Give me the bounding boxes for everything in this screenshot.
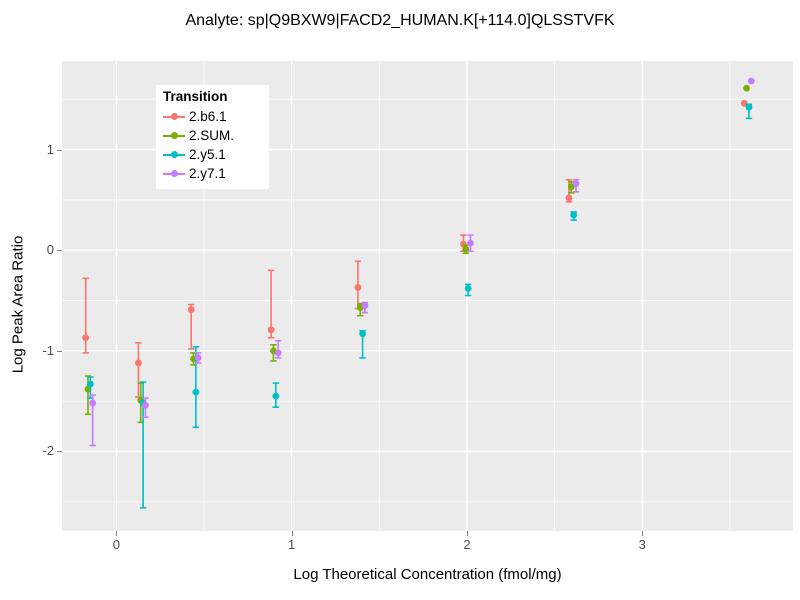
y-tick-mark — [57, 250, 62, 252]
data-point — [354, 284, 362, 291]
y-tick-mark — [57, 451, 62, 453]
x-axis-title: Log Theoretical Concentration (fmol/mg) — [293, 566, 562, 583]
x-tick-mark — [642, 531, 644, 536]
data-point — [194, 354, 202, 362]
legend-title: Transition — [163, 89, 228, 104]
x-tick-mark — [466, 531, 468, 536]
y-tick-label: 0 — [46, 242, 54, 258]
legend-item: 2.y7.1 — [163, 164, 263, 183]
x-tick-label: 2 — [463, 537, 471, 552]
data-point — [192, 388, 200, 396]
legend-item: 2.y5.1 — [163, 145, 263, 164]
x-tick-mark — [291, 531, 293, 536]
y-tick-label: -1 — [42, 342, 54, 358]
y-tick-label: 1 — [46, 141, 54, 157]
data-point — [142, 401, 149, 409]
legend-key-icon — [163, 129, 185, 143]
plot-area — [62, 61, 793, 531]
data-point — [464, 285, 472, 292]
legend-key-icon — [163, 167, 185, 181]
legend-label: 2.y7.1 — [189, 166, 226, 181]
y-tick-mark — [57, 149, 62, 151]
legend-items: 2.b6.1 2.SUM. 2.y5.1 2.y7.1 — [163, 107, 263, 183]
data-point — [745, 103, 753, 111]
legend-key-icon — [163, 148, 185, 162]
chart-title: Analyte: sp|Q9BXW9|FACD2_HUMAN.K[+114.0]… — [185, 12, 615, 29]
x-tick-label: 3 — [638, 537, 646, 552]
data-point — [467, 239, 474, 247]
data-point — [359, 330, 367, 338]
x-tick-mark — [116, 531, 118, 536]
x-tick-label: 1 — [288, 537, 296, 552]
data-point — [267, 326, 275, 334]
data-point — [89, 399, 97, 407]
legend-item: 2.b6.1 — [163, 107, 263, 126]
legend-key-icon — [163, 110, 185, 124]
data-point — [274, 349, 282, 357]
data-point — [272, 392, 280, 400]
data-point — [572, 180, 580, 188]
y-tick-label: -2 — [42, 443, 54, 459]
legend: Transition 2.b6.1 2.SUM. 2.y5.1 2.y7.1 — [156, 85, 269, 189]
data-point — [86, 380, 94, 388]
x-tick-label: 0 — [112, 537, 120, 552]
y-tick-mark — [57, 350, 62, 352]
data-point — [361, 302, 369, 309]
legend-label: 2.SUM. — [189, 128, 235, 143]
data-point — [187, 306, 195, 313]
data-point — [82, 334, 90, 342]
data-point — [565, 194, 573, 202]
data-point — [747, 77, 755, 85]
legend-label: 2.b6.1 — [189, 109, 227, 124]
legend-label: 2.y5.1 — [189, 147, 226, 162]
legend-item: 2.SUM. — [163, 126, 263, 145]
data-point — [135, 359, 142, 367]
data-point — [570, 211, 578, 219]
data-point — [743, 84, 750, 92]
